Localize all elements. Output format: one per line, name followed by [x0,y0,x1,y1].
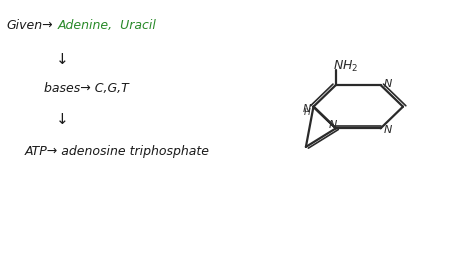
Text: ATP→ adenosine triphosphate: ATP→ adenosine triphosphate [25,145,210,158]
Text: ↓: ↓ [55,112,68,127]
Text: H: H [303,108,310,117]
Text: N: N [384,79,392,89]
Text: Adenine,  Uracil: Adenine, Uracil [58,19,157,32]
Text: NH$_2$: NH$_2$ [334,59,359,74]
Text: ↓: ↓ [55,52,68,67]
Text: bases→ C,G,T: bases→ C,G,T [44,82,128,95]
Text: N: N [384,125,392,135]
Text: N: N [303,104,311,114]
Text: Given→: Given→ [6,19,53,32]
Text: N: N [329,120,337,130]
